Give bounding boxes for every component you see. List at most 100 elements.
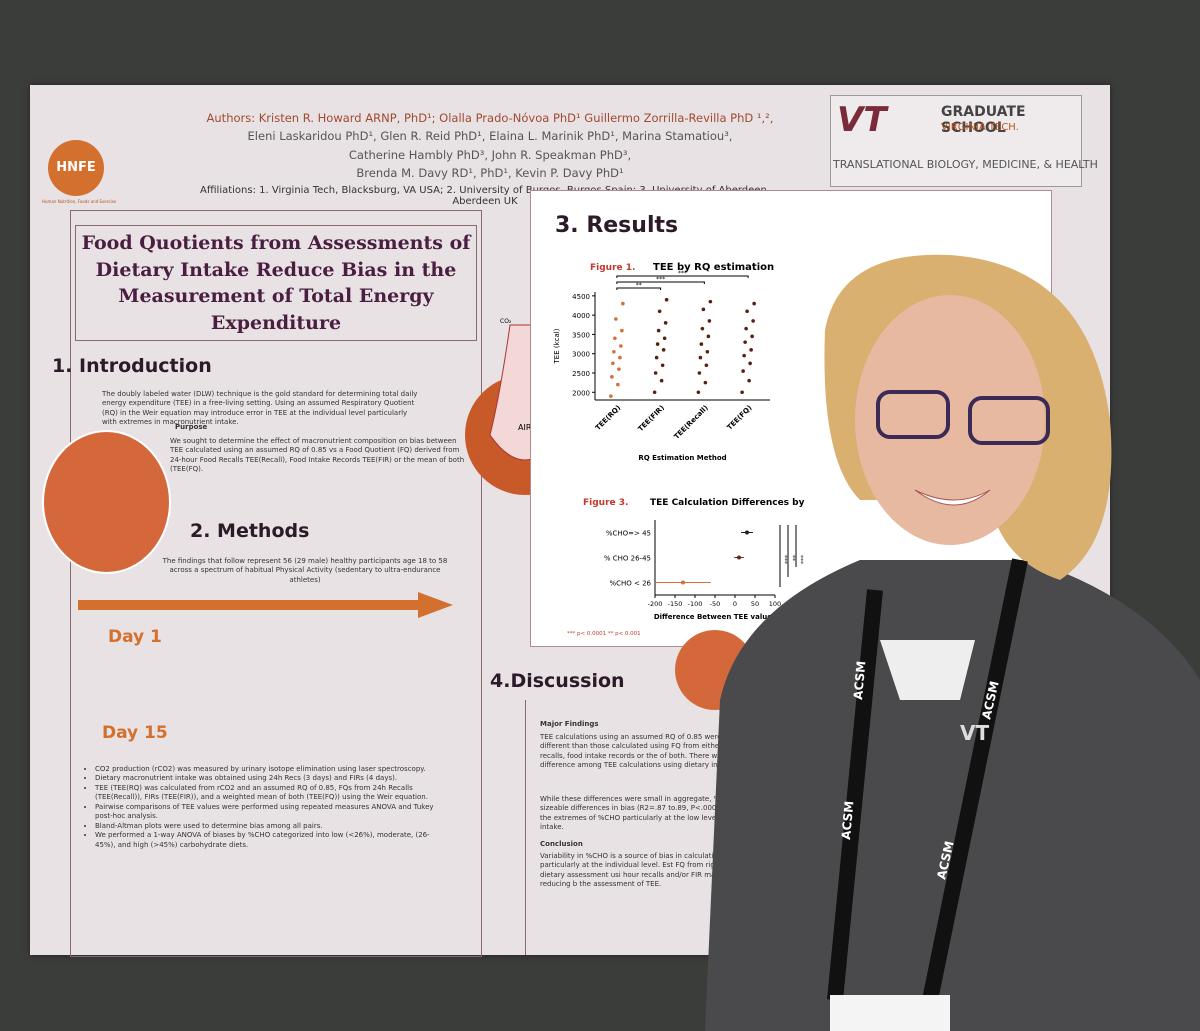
significance-label: *** <box>656 276 665 283</box>
x-tick-label: 0 <box>733 600 737 608</box>
data-point <box>750 334 754 339</box>
data-point <box>749 348 753 352</box>
author-line: Eleni Laskaridou PhD¹, Glen R. Reid PhD¹… <box>247 129 733 144</box>
data-point <box>700 326 705 331</box>
significance-label: ** <box>636 282 642 289</box>
school: GRADUATE SCHOOL <box>941 104 1026 136</box>
university: VIRGINIA TECH. <box>941 122 1019 133</box>
y-tick-label: %CHO=> 45 <box>606 530 651 538</box>
data-point <box>747 378 751 383</box>
x-tick-label: -200 <box>648 600 663 608</box>
bullet: Pairwise comparisons of TEE values were … <box>95 803 435 822</box>
intro-text: The doubly labeled water (DLW) technique… <box>102 390 418 427</box>
bullet: We performed a 1-way ANOVA of biases by … <box>95 831 435 850</box>
affiliations: Affiliations: 1. Virginia Tech, Blacksbu… <box>200 185 770 207</box>
bullet: Dietary macronutrient intake was obtaine… <box>95 774 435 783</box>
arrow <box>78 592 453 618</box>
data-point <box>618 355 622 360</box>
data-point <box>751 319 755 323</box>
data-point <box>656 328 661 333</box>
data-point <box>663 321 668 325</box>
significance-label: *** <box>797 555 804 564</box>
data-point <box>744 326 748 331</box>
figure-label: Figure 3. <box>583 498 628 508</box>
data-point <box>662 336 667 341</box>
section-heading: 2. Methods <box>190 520 310 542</box>
data-point <box>698 355 703 360</box>
poster-title: Food Quotients from Assessments of Dieta… <box>75 225 477 341</box>
lanyard-text: ACSM <box>851 660 868 700</box>
y-tick-label: 2000 <box>572 389 590 397</box>
data-point <box>609 394 613 398</box>
lanyard <box>827 558 1028 1002</box>
lanyard-text: ACSM <box>839 800 856 840</box>
author-line: Authors: Kristen R. Howard ARNP, PhD¹; O… <box>206 111 774 125</box>
x-tick-label: -100 <box>688 600 703 608</box>
purpose-text: We sought to determine the effect of mac… <box>170 437 465 474</box>
shirt <box>880 640 975 700</box>
x-tick-label: -150 <box>668 600 683 608</box>
subheading: Major Findings <box>540 720 599 728</box>
logo-text: HNFE <box>56 160 96 175</box>
discussion-box <box>525 700 826 955</box>
day-label: Day 1 <box>108 627 162 647</box>
glasses <box>876 390 950 439</box>
significance-label: *** <box>678 270 687 277</box>
data-point <box>681 580 685 585</box>
bullet: Bland-Altman plots were used to determin… <box>95 822 435 831</box>
y-tick-label: 3000 <box>572 351 590 359</box>
data-point <box>696 390 701 395</box>
vt-mark: VT <box>837 100 887 140</box>
data-point <box>704 363 709 368</box>
y-axis-label: TEE (kcal) <box>553 328 561 364</box>
x-tick-label: 50 <box>751 600 759 608</box>
methods-text: The findings that follow represent 56 (2… <box>162 557 448 584</box>
data-point <box>708 299 713 304</box>
data-point <box>619 344 623 348</box>
chart-title: TEE by RQ estimation <box>653 262 774 273</box>
data-point <box>610 375 614 379</box>
data-point <box>745 309 749 314</box>
data-point <box>612 349 616 354</box>
discussion-text: TEE calculations using an assumed RQ of … <box>540 733 784 770</box>
figure-3: Figure 3. TEE Calculation Differences by … <box>567 498 805 637</box>
jacket <box>705 560 1200 1031</box>
x-axis-label: Difference Between TEE values <box>654 613 776 621</box>
logo-left-mark: HNFE <box>48 140 104 196</box>
data-point <box>737 555 741 560</box>
glasses <box>968 396 1050 445</box>
y-tick-label: 2500 <box>572 370 590 378</box>
data-point <box>621 301 625 306</box>
illustration-label: AIR <box>518 423 532 432</box>
data-point <box>659 378 664 383</box>
chart-title: TEE Calculation Differences by % CHO <box>650 498 805 508</box>
y-tick-label: %CHO < 26 <box>609 580 651 588</box>
data-point <box>703 380 708 385</box>
data-point <box>701 307 706 312</box>
data-point <box>743 340 747 344</box>
data-point <box>620 328 624 333</box>
author-line: Brenda M. Davy RD¹, PhD¹, Kevin P. Davy … <box>356 166 624 181</box>
conclusion-text: Variability in %CHO is a source of bias … <box>540 852 799 889</box>
data-point <box>707 319 712 323</box>
shirt-logo: VT <box>960 721 989 745</box>
data-point <box>614 317 618 321</box>
section-heading: 3. Results <box>555 213 679 238</box>
data-point <box>653 371 658 375</box>
data-point <box>742 353 746 358</box>
food-illustration <box>42 430 171 574</box>
data-point <box>697 371 702 375</box>
data-point <box>706 334 711 339</box>
data-point <box>748 361 752 366</box>
data-point <box>652 390 657 395</box>
figure-label: Figure 1. <box>590 263 635 273</box>
data-point <box>657 309 662 314</box>
data-point <box>617 367 621 371</box>
significance-label: *** <box>781 555 788 564</box>
x-tick-label: 100 <box>769 600 781 608</box>
subheading: Purpose <box>175 423 208 431</box>
data-point <box>655 342 660 346</box>
author-line: Catherine Hambly PhD³, John R. Speakman … <box>348 147 632 162</box>
x-tick-label: -50 <box>710 600 721 608</box>
